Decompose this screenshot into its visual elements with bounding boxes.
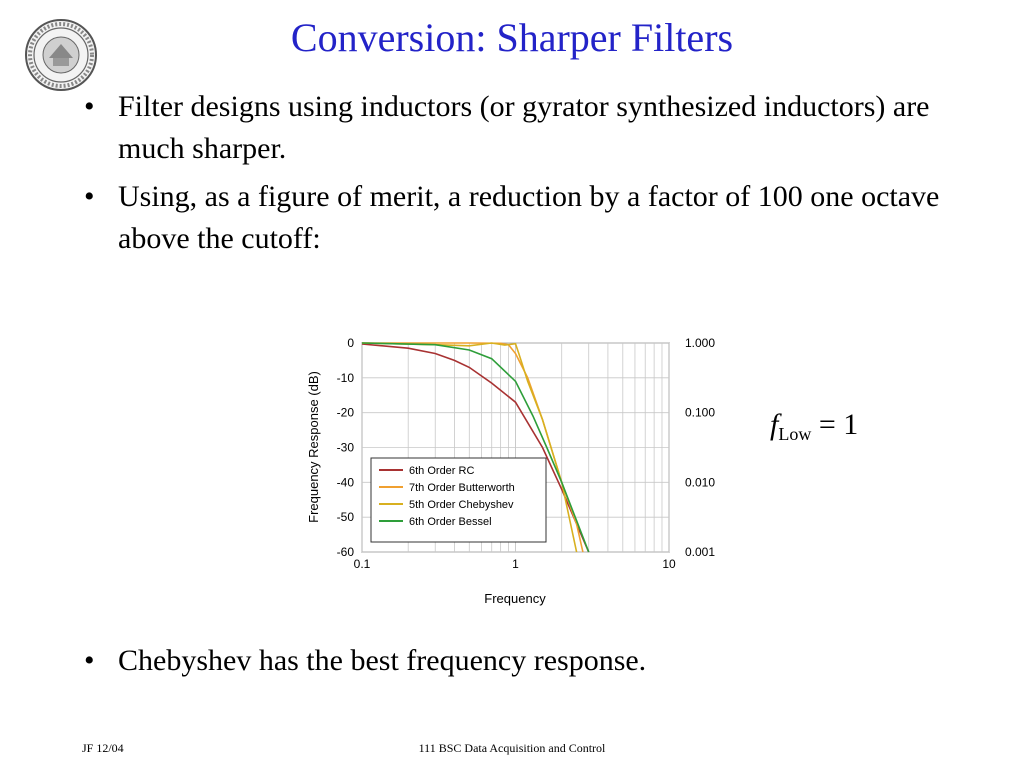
bullet-list: • Filter designs using inductors (or gyr… bbox=[78, 86, 978, 266]
bullet-text: Using, as a figure of merit, a reduction… bbox=[118, 180, 940, 255]
bullet-item: • Chebyshev has the best frequency respo… bbox=[78, 640, 1018, 682]
frequency-response-chart: 0.1 1 10 0 -10 -20 -30 -40 -50 -60 1.000 0.100 0.0… bbox=[306, 336, 715, 606]
footer-date: JF 12/04 bbox=[82, 741, 124, 755]
bullet-item: • Using, as a figure of merit, a reducti… bbox=[78, 176, 978, 260]
formula-rhs: = 1 bbox=[818, 408, 859, 441]
formula: fLow = 1 bbox=[770, 408, 858, 445]
series-line-6th-order-rc bbox=[361, 343, 590, 553]
bullet-item: • Filter designs using inductors (or gyr… bbox=[78, 86, 978, 170]
bullet-text: Filter designs using inductors (or gyrat… bbox=[118, 90, 930, 165]
legend-entry: 6th Order RC bbox=[409, 465, 474, 477]
footer-course: 111 BSC Data Acquisition and Control bbox=[418, 741, 606, 755]
legend-entry: 6th Order Bessel bbox=[409, 516, 492, 528]
legend-box bbox=[370, 457, 547, 543]
x-tick-label: 1 bbox=[512, 557, 519, 571]
y-axis-label: Frequency Response (dB) bbox=[306, 371, 321, 523]
bullet-marker: • bbox=[84, 644, 95, 677]
page-title: Conversion: Sharper Filters bbox=[290, 15, 734, 60]
y-tick-label: -20 bbox=[337, 406, 355, 420]
legend-entry: 7th Order Butterworth bbox=[409, 482, 515, 494]
x-tick-label: 0.1 bbox=[354, 557, 371, 571]
y-tick-label: -50 bbox=[337, 510, 355, 524]
university-seal bbox=[25, 19, 97, 91]
y2-tick-label: 0.010 bbox=[685, 475, 715, 489]
y2-tick-label: 0.001 bbox=[685, 545, 715, 559]
y-tick-label: -60 bbox=[337, 545, 355, 559]
y2-tick-label: 1.000 bbox=[685, 336, 715, 350]
bullet-text: Chebyshev has the best frequency respons… bbox=[118, 644, 647, 677]
y-tick-label: -30 bbox=[337, 441, 355, 455]
formula-symbol: f bbox=[770, 408, 779, 441]
y2-tick-label: 0.100 bbox=[685, 406, 715, 420]
series-line-5th-order-chebyshev bbox=[361, 342, 578, 553]
formula-subscript: Low bbox=[778, 424, 812, 444]
bullet-marker: • bbox=[84, 90, 95, 123]
bullet-marker: • bbox=[84, 180, 95, 213]
y-tick-label: -40 bbox=[337, 475, 355, 489]
series-line-6th-order-bessel bbox=[361, 342, 590, 553]
legend-entry: 5th Order Chebyshev bbox=[409, 499, 514, 511]
y-tick-label: -10 bbox=[337, 371, 355, 385]
y-tick-label: 0 bbox=[347, 336, 354, 350]
x-axis-label: Frequency bbox=[484, 591, 546, 606]
x-tick-label: 10 bbox=[662, 557, 676, 571]
